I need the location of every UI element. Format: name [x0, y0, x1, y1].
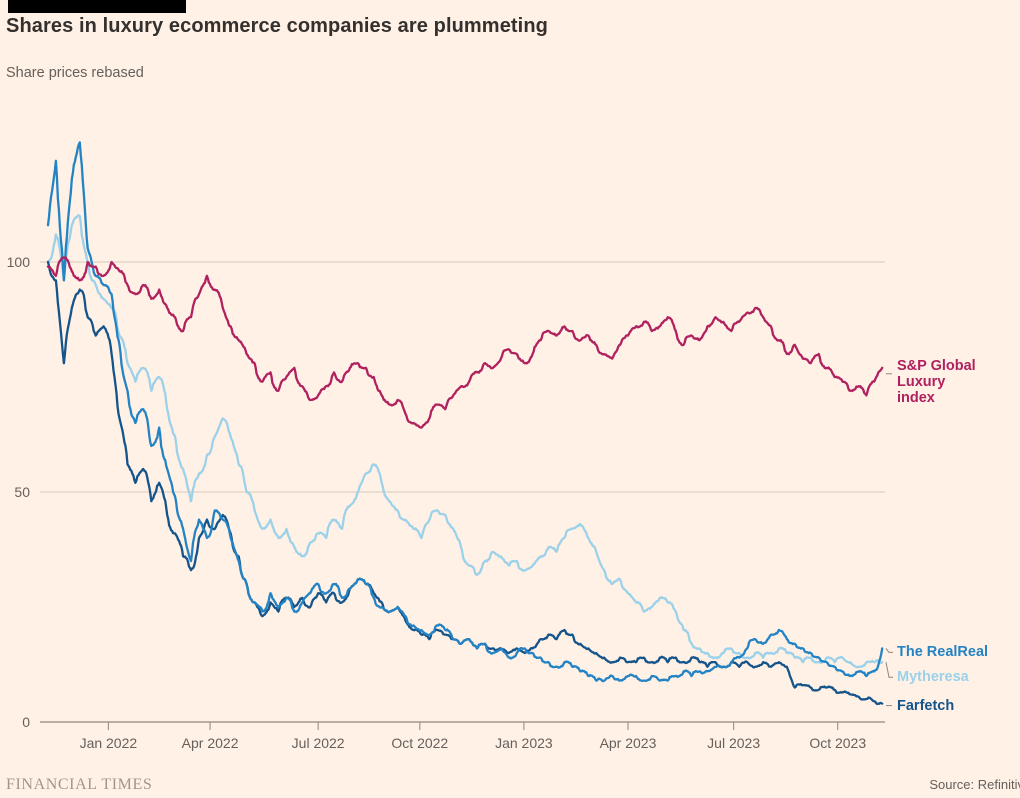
x-tick-label: Jan 2023	[495, 735, 553, 751]
label-leader-the-realreal	[885, 648, 893, 653]
x-tick-label: Jan 2022	[80, 735, 138, 751]
x-tick-label: Oct 2023	[809, 735, 866, 751]
series-line-s-p-global-luxury-index	[46, 256, 884, 429]
y-tick-label: 50	[14, 484, 30, 500]
y-tick-label: 100	[7, 254, 31, 270]
series-line-the-realreal	[46, 141, 884, 683]
series-line-mytheresa	[46, 214, 884, 669]
series-line-farfetch	[46, 260, 884, 706]
x-tick-label: Apr 2022	[182, 735, 239, 751]
label-leader-mytheresa	[885, 662, 893, 678]
series-label-mytheresa: Mytheresa	[897, 669, 969, 686]
series-label-farfetch: Farfetch	[897, 697, 955, 714]
y-tick-label: 0	[22, 714, 30, 730]
ft-logo-text: FINANCIAL TIMES	[6, 776, 153, 793]
x-tick-label: Oct 2022	[391, 735, 448, 751]
series-label-the-realreal: The RealReal	[897, 644, 989, 661]
series-label-s-p-global-luxury-index: S&P Global Luxury index	[897, 357, 976, 407]
brand-bar	[8, 0, 186, 13]
x-tick-label: Jul 2022	[292, 735, 345, 751]
x-tick-label: Apr 2023	[600, 735, 657, 751]
chart-title: Shares in luxury ecommerce companies are…	[6, 15, 548, 37]
source-attribution: Source: Refinitiv	[929, 777, 1020, 792]
x-tick-label: Jul 2023	[707, 735, 760, 751]
chart-subtitle: Share prices rebased	[6, 65, 144, 81]
